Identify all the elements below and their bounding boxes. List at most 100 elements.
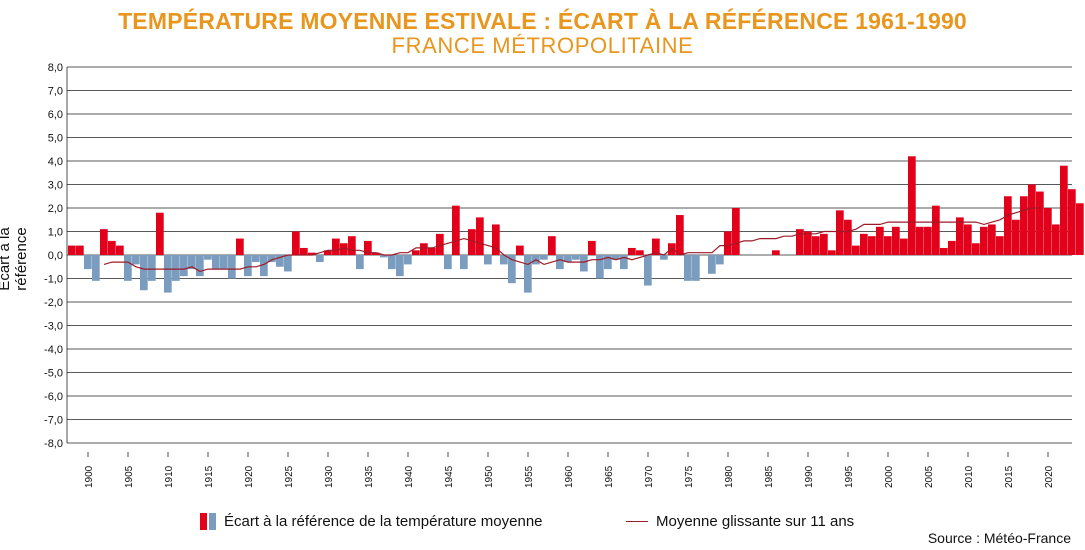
- bar: [196, 255, 204, 277]
- legend-bars-label: Écart à la référence de la température m…: [224, 513, 543, 530]
- bar: [268, 255, 276, 263]
- bar: [548, 236, 556, 255]
- y-tick-label: 8,0: [48, 62, 63, 74]
- bar: [924, 226, 932, 255]
- bar: [508, 255, 516, 284]
- y-tick-label: -4,0: [44, 344, 63, 356]
- bar: [588, 240, 596, 255]
- bar: [396, 255, 404, 277]
- bar: [852, 245, 860, 255]
- bar: [388, 255, 396, 270]
- x-tick-label: 2020: [1044, 465, 1055, 488]
- bar: [1028, 184, 1036, 255]
- x-tick-label: 2010: [964, 465, 975, 488]
- x-tick-label: 1975: [684, 465, 695, 488]
- bar: [172, 255, 180, 281]
- bar: [844, 219, 852, 255]
- bar: [436, 233, 444, 255]
- bar: [1060, 165, 1068, 255]
- legend-line-label: Moyenne glissante sur 11 ans: [656, 513, 855, 530]
- bar: [948, 240, 956, 255]
- bar: [476, 217, 484, 255]
- bar: [1076, 203, 1084, 255]
- y-tick-label: -5,0: [44, 368, 63, 380]
- bar: [324, 250, 332, 255]
- bar: [636, 250, 644, 255]
- bar: [316, 255, 324, 263]
- x-tick-label: 1970: [644, 465, 655, 488]
- x-tick-label: 1965: [604, 465, 615, 488]
- bar: [300, 247, 308, 255]
- bar: [820, 233, 828, 255]
- legend-swatch-line: [626, 521, 648, 522]
- y-tick-label: 2,0: [48, 203, 63, 215]
- bar: [308, 252, 316, 255]
- x-tick-label: 1920: [244, 465, 255, 488]
- bar: [676, 215, 684, 255]
- bar: [900, 238, 908, 255]
- bar: [876, 226, 884, 255]
- bar: [868, 236, 876, 255]
- bar: [628, 247, 636, 255]
- bar: [252, 255, 260, 263]
- source-note: Source : Météo-France: [927, 530, 1071, 546]
- moving-average-line: [103, 207, 1040, 273]
- bar: [860, 233, 868, 255]
- bar: [988, 224, 996, 255]
- bar: [284, 255, 292, 272]
- bar: [684, 255, 692, 281]
- y-tick-label: 6,0: [48, 109, 63, 121]
- bar: [708, 255, 716, 274]
- bar: [796, 229, 804, 255]
- x-tick-label: 2000: [884, 465, 895, 488]
- bar: [556, 255, 564, 270]
- bar: [596, 255, 604, 279]
- bar: [644, 255, 652, 286]
- bar: [804, 231, 812, 255]
- bar: [356, 255, 364, 270]
- bar: [100, 229, 108, 255]
- bar: [1012, 219, 1020, 255]
- bar: [244, 255, 252, 277]
- bar: [420, 243, 428, 255]
- x-tick-label: 1950: [484, 465, 495, 488]
- bar: [1036, 191, 1044, 255]
- y-tick-labels: -8,0 -7,0 -6,0 -5,0 -4,0 -3,0 -2,0 -1,0 0,0 1,0 2,…: [44, 62, 63, 450]
- bar: [188, 255, 196, 270]
- y-tick-label: 1,0: [48, 227, 63, 239]
- y-tick-label: 7,0: [48, 86, 63, 98]
- bar: [76, 245, 84, 255]
- bar: [348, 236, 356, 255]
- bar: [620, 255, 628, 270]
- bar: [564, 255, 572, 263]
- bar: [732, 208, 740, 255]
- bar: [132, 255, 140, 265]
- bar: [92, 255, 100, 281]
- bar: [580, 255, 588, 272]
- bar: [108, 240, 116, 255]
- bar: [972, 243, 980, 255]
- bar: [164, 255, 172, 293]
- bar: [260, 255, 268, 277]
- bar: [140, 255, 148, 291]
- bar: [612, 255, 620, 260]
- bar: [444, 255, 452, 270]
- y-tick-label: 4,0: [48, 156, 63, 168]
- bar: [1004, 196, 1012, 255]
- y-tick-label: 0,0: [48, 250, 63, 262]
- bar: [932, 205, 940, 255]
- y-tick-label: -6,0: [44, 391, 63, 403]
- bar: [364, 240, 372, 255]
- bar: [1068, 189, 1076, 255]
- x-tick-label: 1915: [204, 465, 215, 488]
- x-tick-label: 1955: [524, 465, 535, 488]
- chart-subtitle: FRANCE MÉTROPOLITAINE: [391, 33, 694, 58]
- bar: [340, 243, 348, 255]
- bar: [452, 205, 460, 255]
- bar: [492, 224, 500, 255]
- y-tick-label: 3,0: [48, 180, 63, 192]
- bar: [652, 238, 660, 255]
- x-tick-label: 1930: [324, 465, 335, 488]
- moving-average-path: [103, 207, 1040, 273]
- bar: [892, 226, 900, 255]
